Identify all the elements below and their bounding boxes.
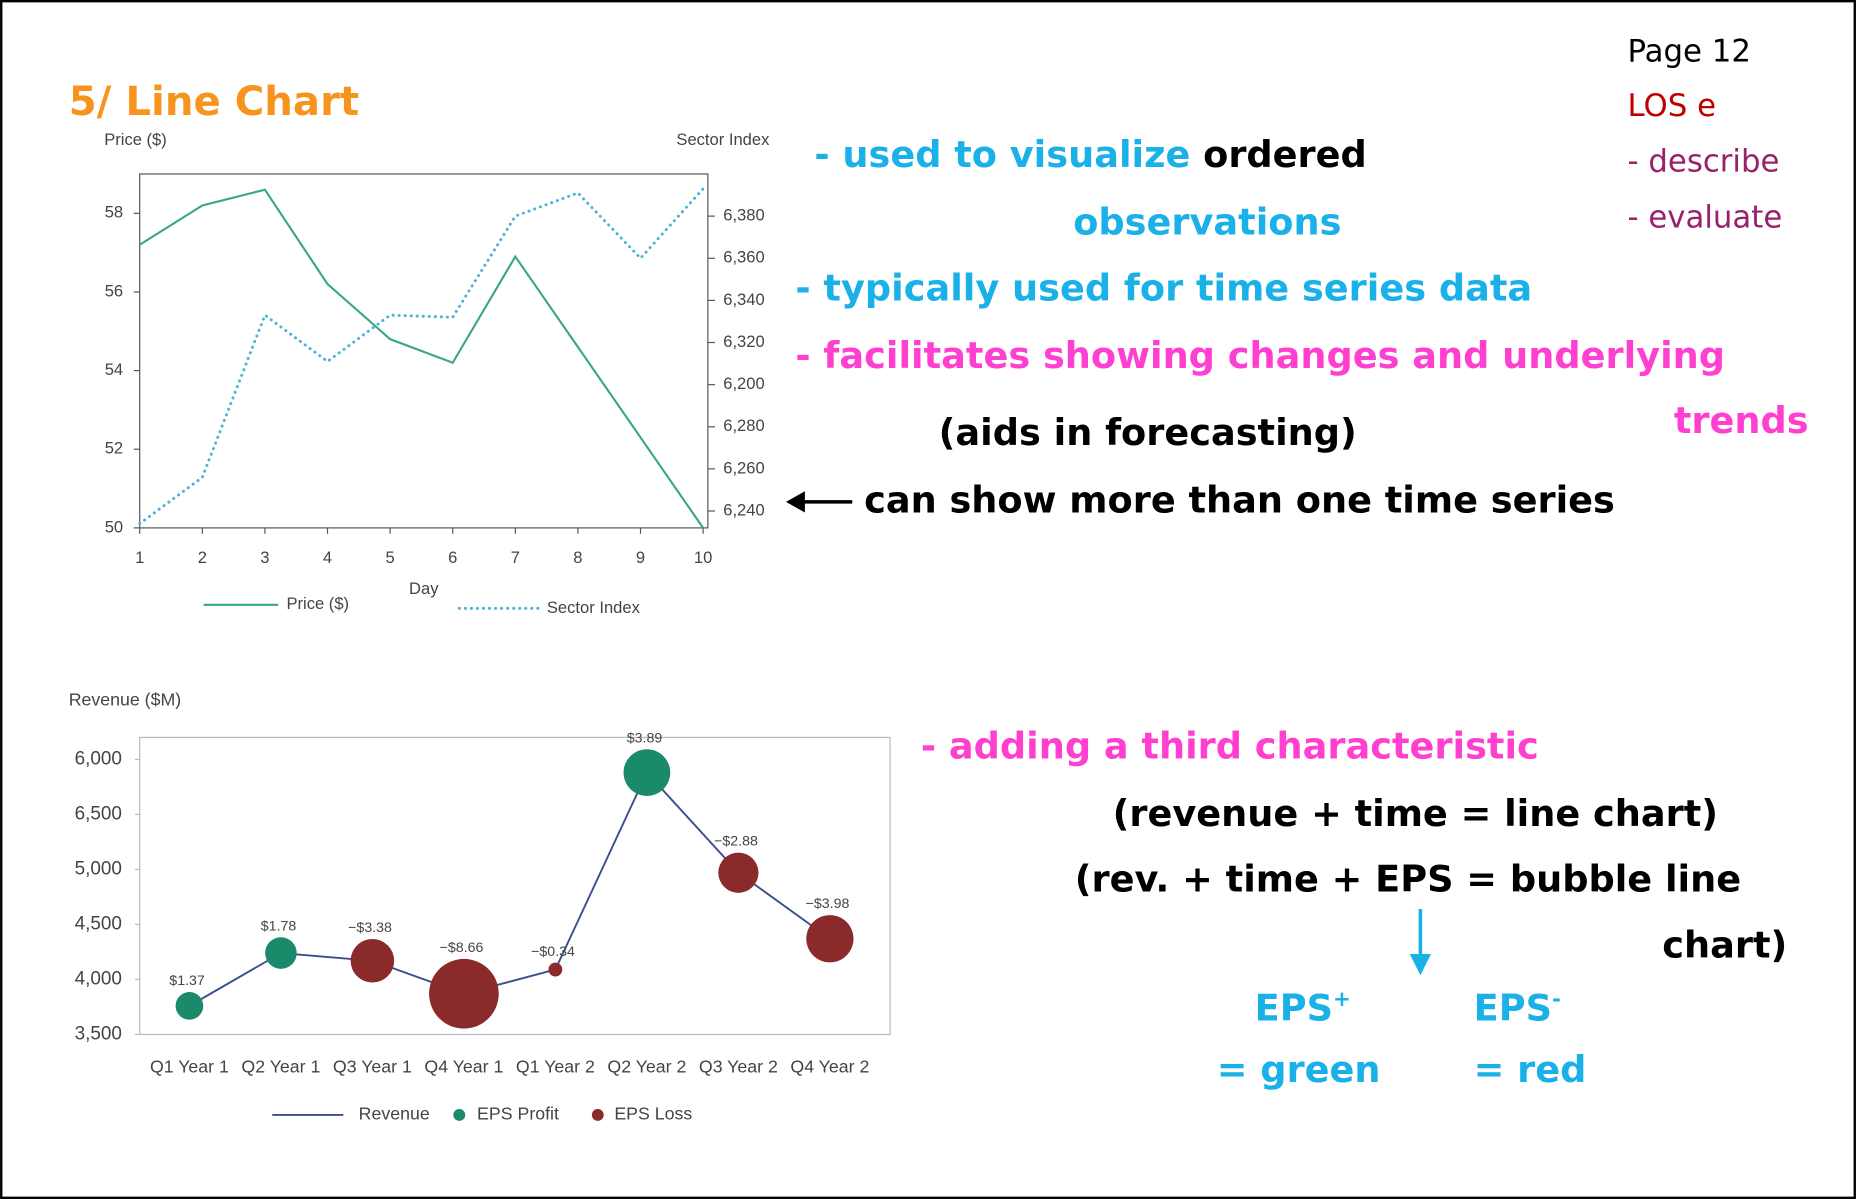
legend-label: Price ($) <box>286 594 349 613</box>
x-tick-label: Q4 Year 2 <box>790 1056 869 1076</box>
bubble <box>806 915 854 963</box>
series-line <box>138 187 705 526</box>
arrow-head <box>1409 953 1432 976</box>
note: - used to visualize ordered <box>814 133 1366 176</box>
y-axis-label: Price ($) <box>104 130 167 149</box>
slide-title: 5/ Line Chart <box>69 79 359 125</box>
y2-tick-label: 6,200 <box>723 374 764 393</box>
x-tick-label: Q1 Year 1 <box>150 1056 229 1076</box>
bubble <box>350 938 395 983</box>
note: (aids in forecasting) <box>939 411 1357 454</box>
series-line <box>139 188 704 529</box>
legend-label: EPS Profit <box>477 1104 559 1124</box>
y-tick-label: 52 <box>105 439 123 458</box>
x-tick-label: 9 <box>636 548 645 567</box>
note: EPS+ <box>1255 986 1351 1029</box>
y2-tick-label: 6,340 <box>723 290 764 309</box>
y-axis-label: Revenue ($M) <box>69 689 181 709</box>
y-tick-label: 54 <box>105 360 123 379</box>
page-number: Page 12 <box>1628 34 1751 70</box>
x-tick-label: Q3 Year 1 <box>333 1056 412 1076</box>
note: (rev. + time + EPS = bubble line <box>1075 857 1741 900</box>
arrow-head <box>785 491 805 513</box>
legend-label: Revenue <box>359 1104 430 1124</box>
y-tick-label: 4,000 <box>75 968 122 989</box>
note: chart) <box>1662 924 1787 967</box>
legend-label: EPS Loss <box>614 1104 692 1124</box>
y2-tick-label: 6,320 <box>723 332 764 351</box>
bubble-label: $1.78 <box>261 918 297 934</box>
x-tick-label: 6 <box>448 548 457 567</box>
note: - adding a third characteristic <box>921 725 1539 768</box>
x-tick-label: 5 <box>386 548 395 567</box>
y-tick-label: 6,500 <box>75 803 122 824</box>
y-tick-label: 3,500 <box>75 1023 122 1044</box>
plot-frame <box>139 736 891 1036</box>
y-tick-label: 56 <box>105 281 123 300</box>
y-tick-label: 6,000 <box>75 748 122 769</box>
legend-label: Sector Index <box>547 598 641 617</box>
x-tick-label: Q3 Year 2 <box>699 1056 778 1076</box>
y2-tick-label: 6,360 <box>723 248 764 267</box>
x-tick-label: 10 <box>694 548 712 567</box>
bubble <box>429 958 499 1029</box>
plot-frame <box>139 173 709 529</box>
y2-axis-label: Sector Index <box>676 130 770 149</box>
note: can show more than one time series <box>864 479 1615 522</box>
bubble <box>175 992 204 1020</box>
bubble-label: −$3.38 <box>348 920 392 936</box>
x-tick-label: 2 <box>198 548 207 567</box>
x-tick-label: 1 <box>135 548 144 567</box>
bubble <box>623 749 671 796</box>
note: trends <box>1674 399 1809 442</box>
x-tick-label: 7 <box>511 548 520 567</box>
y-tick-label: 5,000 <box>75 858 122 879</box>
bubble-label: $3.89 <box>627 730 663 746</box>
x-tick-label: Q1 Year 2 <box>516 1056 595 1076</box>
legend-swatch <box>591 1109 604 1121</box>
bubble <box>718 852 759 893</box>
legend-swatch <box>453 1109 466 1121</box>
note: - typically used for time series data <box>795 267 1532 310</box>
superscript: - <box>1552 987 1561 1012</box>
note-part: EPS <box>1255 986 1333 1029</box>
bubble <box>548 962 563 977</box>
x-axis-label: Day <box>409 579 439 598</box>
y2-tick-label: 6,260 <box>723 458 764 477</box>
bubble-label: −$8.66 <box>440 940 484 956</box>
note-part: EPS <box>1474 986 1552 1029</box>
y-tick-label: 50 <box>105 517 123 536</box>
y-tick-label: 58 <box>105 203 123 222</box>
x-tick-label: 3 <box>260 548 269 567</box>
note: observations <box>1073 200 1341 243</box>
y-tick-label: 4,500 <box>75 913 122 934</box>
x-tick-label: 4 <box>323 548 332 567</box>
los: LOS e <box>1628 88 1717 124</box>
note: - facilitates showing changes and underl… <box>795 334 1725 377</box>
x-tick-label: Q4 Year 1 <box>424 1056 503 1076</box>
bubble-label: −$3.98 <box>806 896 850 912</box>
note: EPS- <box>1474 986 1561 1029</box>
los-item: - describe <box>1628 144 1780 180</box>
x-tick-label: 8 <box>573 548 582 567</box>
superscript: + <box>1333 987 1351 1012</box>
y2-tick-label: 6,280 <box>723 416 764 435</box>
note: = green <box>1217 1048 1381 1091</box>
bubble-label: $1.37 <box>169 973 205 989</box>
bubble <box>265 937 297 969</box>
bubble-label: −$2.88 <box>714 834 758 850</box>
x-tick-label: Q2 Year 1 <box>241 1056 320 1076</box>
note-part: - used to visualize <box>814 133 1190 176</box>
note-part: ordered <box>1190 133 1366 176</box>
y2-tick-label: 6,380 <box>723 205 764 224</box>
note: (revenue + time = line chart) <box>1113 792 1718 835</box>
bubble-label: −$0.34 <box>531 944 575 960</box>
y2-tick-label: 6,240 <box>723 500 764 519</box>
note: = red <box>1474 1048 1587 1091</box>
x-tick-label: Q2 Year 2 <box>607 1056 686 1076</box>
los-item: - evaluate <box>1628 199 1783 235</box>
